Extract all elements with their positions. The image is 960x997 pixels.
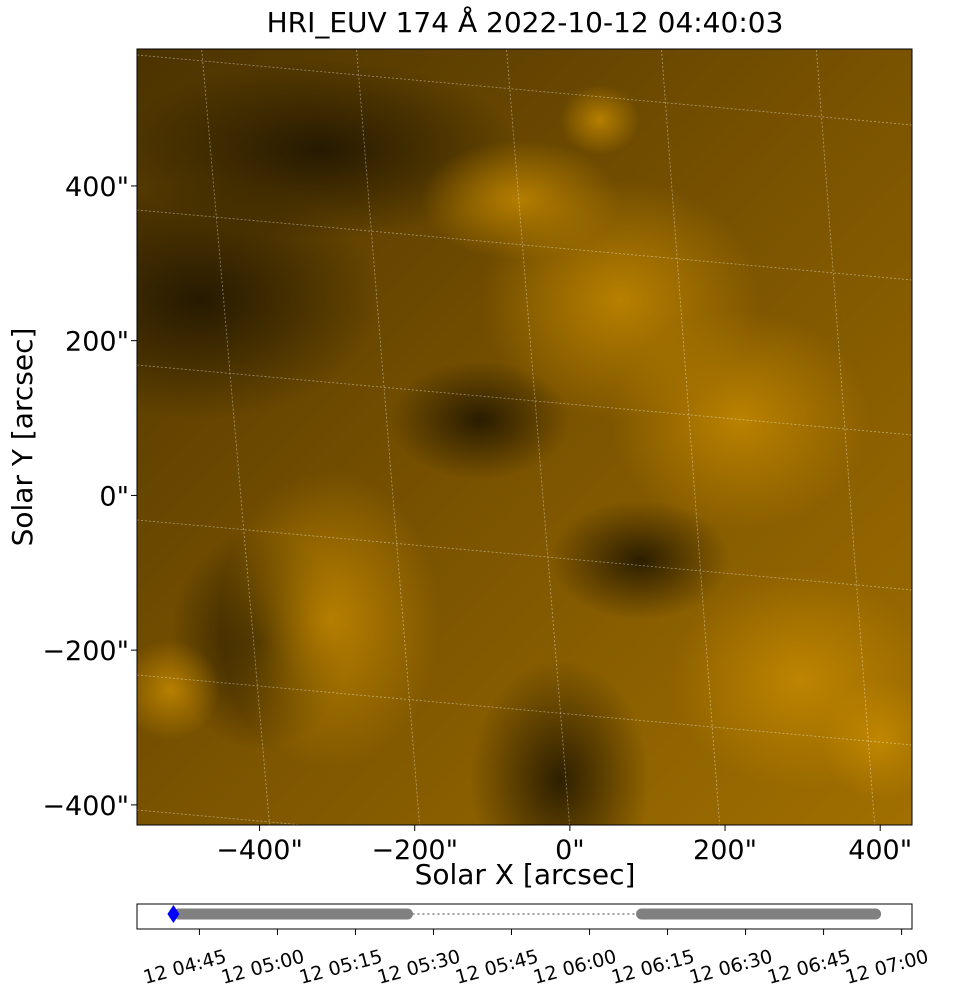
dark-region (137, 180, 380, 420)
time-tick-label: 12 04:45 (141, 946, 229, 989)
x-tick-label: −200" (371, 835, 458, 866)
x-tick-label: 0" (555, 835, 585, 866)
bright-region (820, 680, 912, 800)
time-tick-label: 12 07:00 (843, 946, 931, 989)
bright-region (137, 640, 220, 740)
y-tick-label: −400" (42, 791, 129, 822)
time-tick-label: 12 06:15 (609, 946, 697, 989)
plot-frame (136, 48, 913, 826)
bright-region (420, 140, 620, 260)
dark-region (550, 500, 730, 620)
bright-region (560, 85, 640, 155)
solar-image (137, 49, 912, 825)
bright-region (220, 470, 440, 770)
time-tick-label: 12 06:45 (765, 946, 853, 989)
bright-region (610, 310, 870, 530)
y-tick-label: 400" (65, 172, 129, 203)
y-tick-label: −200" (42, 636, 129, 667)
dark-region (390, 360, 570, 480)
time-tick-label: 12 06:30 (687, 946, 775, 989)
y-axis-label: Solar Y [arcsec] (6, 328, 39, 547)
time-tick-label: 12 05:00 (219, 946, 307, 989)
chart-title: HRI_EUV 174 Å 2022-10-12 04:40:03 (267, 5, 784, 39)
time-tick-label: 12 05:45 (453, 946, 541, 989)
current-frame-marker (167, 905, 180, 923)
heliographic-grid (137, 49, 912, 825)
y-tick-label: 0" (99, 481, 129, 512)
time-tick-label: 12 05:15 (297, 946, 385, 989)
x-tick-label: −400" (216, 835, 303, 866)
y-tick-label: 200" (65, 327, 129, 358)
time-tick-label: 12 06:00 (531, 946, 619, 989)
time-tick-label: 12 05:30 (375, 946, 463, 989)
x-axis-label: Solar X [arcsec] (415, 858, 636, 891)
x-tick-label: 200" (693, 835, 757, 866)
x-tick-label: 400" (848, 835, 912, 866)
timeline-frame (136, 903, 913, 930)
dark-region (470, 660, 650, 825)
